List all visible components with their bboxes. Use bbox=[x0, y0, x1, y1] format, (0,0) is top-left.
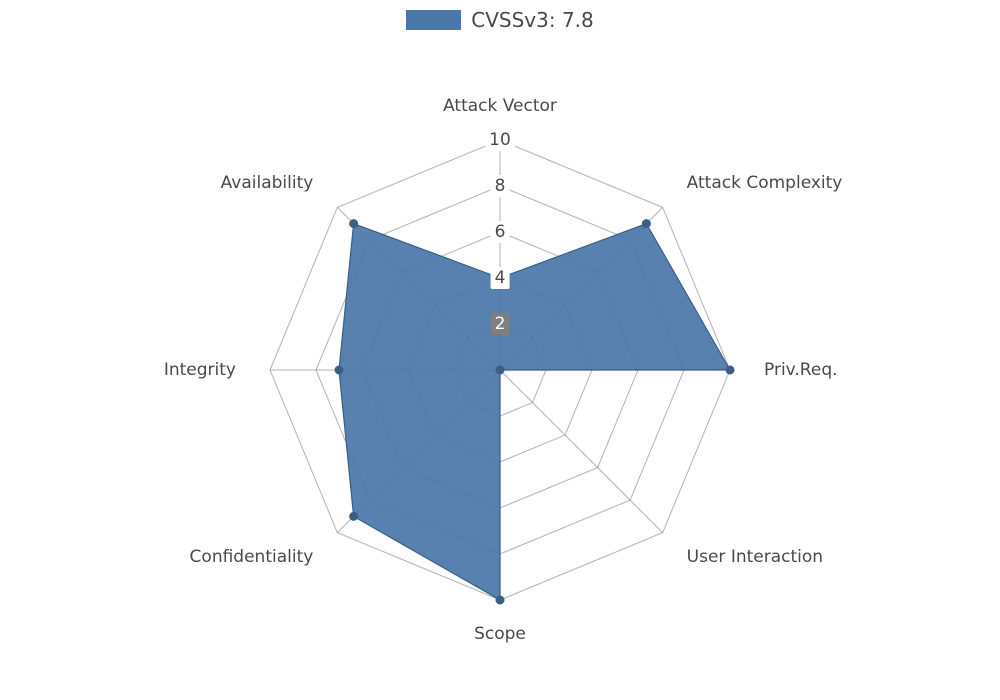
legend: CVSSv3: 7.8 bbox=[0, 8, 1000, 34]
axis-label: Attack Vector bbox=[443, 96, 557, 116]
radial-tick-label: 10 bbox=[485, 129, 515, 151]
axis-label: Scope bbox=[474, 624, 526, 644]
legend-item: CVSSv3: 7.8 bbox=[406, 8, 594, 32]
axis-label: User Interaction bbox=[687, 547, 823, 567]
axis-label: Integrity bbox=[164, 360, 236, 380]
radial-tick-label: 6 bbox=[491, 221, 510, 243]
axis-label: Availability bbox=[221, 173, 314, 193]
radar-chart-container: CVSSv3: 7.8 Attack Vector Attack Complexi… bbox=[0, 0, 1000, 700]
axis-label: Priv.Req. bbox=[764, 360, 838, 380]
radial-tick-label: 4 bbox=[491, 267, 510, 289]
axis-label: Attack Complexity bbox=[687, 173, 843, 193]
legend-label: CVSSv3: 7.8 bbox=[471, 8, 594, 32]
legend-swatch bbox=[406, 10, 461, 30]
radial-tick-label: 2 bbox=[491, 313, 510, 335]
radial-tick-label: 8 bbox=[491, 175, 510, 197]
axis-label: Confidentiality bbox=[190, 547, 314, 567]
